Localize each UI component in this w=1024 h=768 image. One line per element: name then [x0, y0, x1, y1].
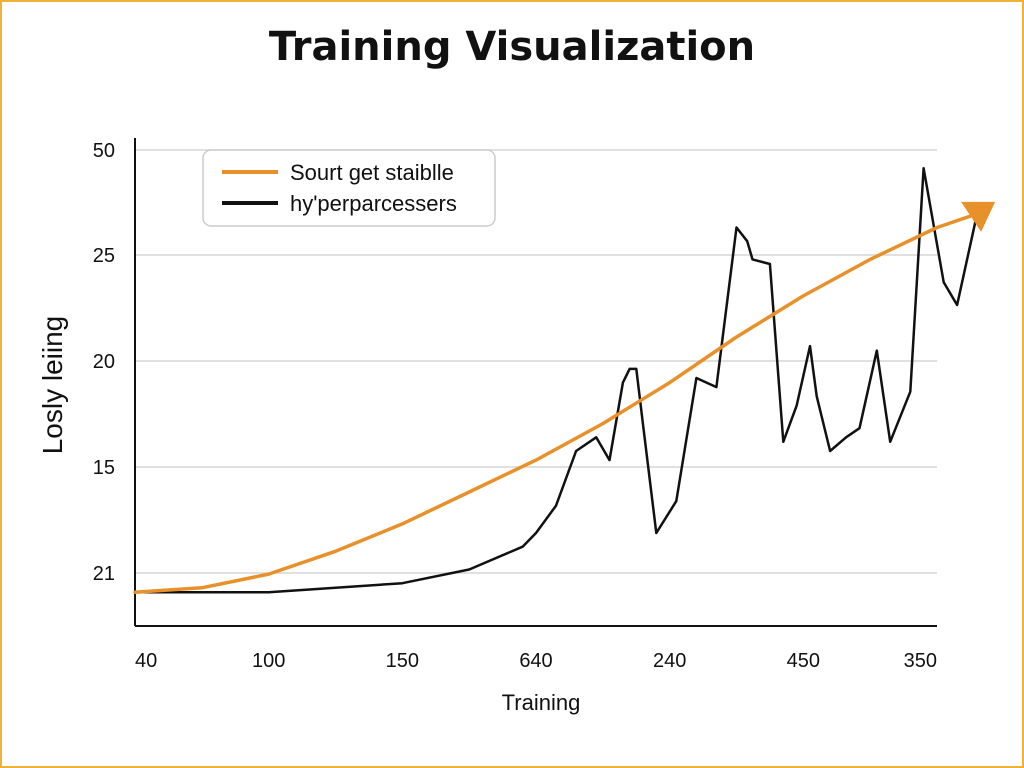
y-axis-label: Losly leiing — [37, 316, 68, 455]
y-tick-labels: 50 25 20 15 21 — [93, 140, 115, 585]
x-tick-label: 640 — [519, 650, 552, 672]
series-end-arrow — [961, 201, 996, 232]
legend-label-black: hy'perparcessers — [290, 191, 457, 216]
y-tick-label: 21 — [93, 563, 115, 585]
y-tick-label: 20 — [93, 351, 115, 373]
axes — [134, 138, 937, 627]
x-tick-label: 40 — [135, 650, 157, 672]
x-tick-label: 240 — [653, 650, 686, 672]
series-lines — [133, 166, 996, 595]
chart-title: Training Visualization — [268, 24, 756, 70]
x-tick-label: 100 — [252, 650, 285, 672]
series-line-black — [133, 166, 979, 594]
legend-label-orange: Sourt get staiblle — [290, 160, 454, 185]
y-tick-label: 15 — [93, 457, 115, 479]
y-tick-label: 25 — [93, 245, 115, 267]
x-axis-label: Training — [502, 690, 581, 715]
series-line-orange — [133, 212, 979, 595]
x-tick-label: 450 — [787, 650, 820, 672]
x-tick-labels: 40 100 150 640 240 450 350 — [135, 650, 937, 672]
y-tick-label: 50 — [93, 140, 115, 162]
x-tick-label: 150 — [386, 650, 419, 672]
x-tick-label: 350 — [904, 650, 937, 672]
legend: Sourt get staiblle hy'perparcessers — [202, 149, 496, 227]
legend-box — [202, 149, 496, 227]
